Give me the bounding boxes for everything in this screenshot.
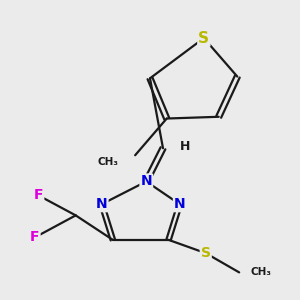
Text: S: S xyxy=(201,246,211,260)
Text: CH₃: CH₃ xyxy=(250,267,271,278)
Text: F: F xyxy=(30,230,40,244)
Text: H: H xyxy=(180,140,190,153)
Text: N: N xyxy=(96,197,107,211)
Text: N: N xyxy=(140,175,152,188)
Text: S: S xyxy=(198,31,209,46)
Text: CH₃: CH₃ xyxy=(98,157,118,167)
Text: F: F xyxy=(34,188,43,203)
Text: N: N xyxy=(174,197,185,211)
